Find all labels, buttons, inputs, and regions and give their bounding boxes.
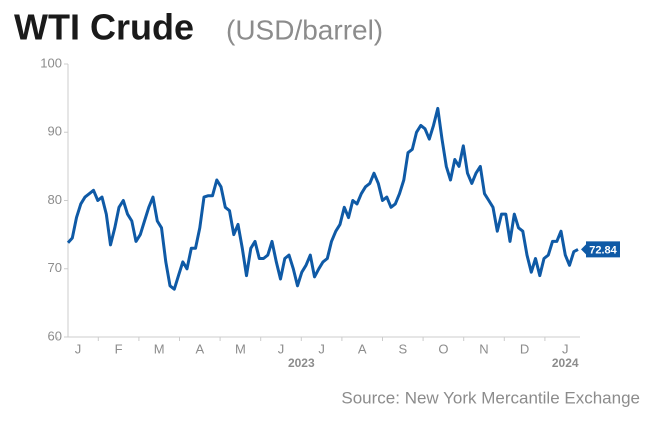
x-tick-label: O (438, 341, 448, 356)
chart-subtitle: (USD/barrel) (226, 14, 383, 45)
x-tick-label: M (154, 341, 165, 356)
x-tick-label: S (398, 341, 407, 356)
x-tick-label: D (520, 341, 529, 356)
x-tick-label: N (479, 341, 488, 356)
y-tick-label: 100 (40, 55, 62, 70)
y-tick-label: 80 (48, 192, 62, 207)
x-tick-label: A (358, 341, 367, 356)
x-tick-label: J (318, 341, 325, 356)
y-tick-label: 70 (48, 260, 62, 275)
year-label: 2023 (288, 356, 315, 370)
y-tick-label: 60 (48, 328, 62, 343)
last-value-pointer (581, 244, 586, 255)
x-tick-label: A (195, 341, 204, 356)
x-tick-label: F (115, 341, 123, 356)
chart-title: WTI Crude (14, 7, 194, 48)
y-tick-label: 90 (48, 124, 62, 139)
last-value-label: 72.84 (589, 244, 617, 256)
x-tick-label: J (278, 341, 285, 356)
year-label: 2024 (552, 356, 579, 370)
price-line (66, 106, 579, 291)
last-value-box (586, 241, 620, 258)
x-tick-label: J (75, 341, 82, 356)
x-tick-label: M (235, 341, 246, 356)
x-tick-label: J (562, 341, 569, 356)
source: Source: New York Mercantile Exchange (341, 388, 640, 407)
